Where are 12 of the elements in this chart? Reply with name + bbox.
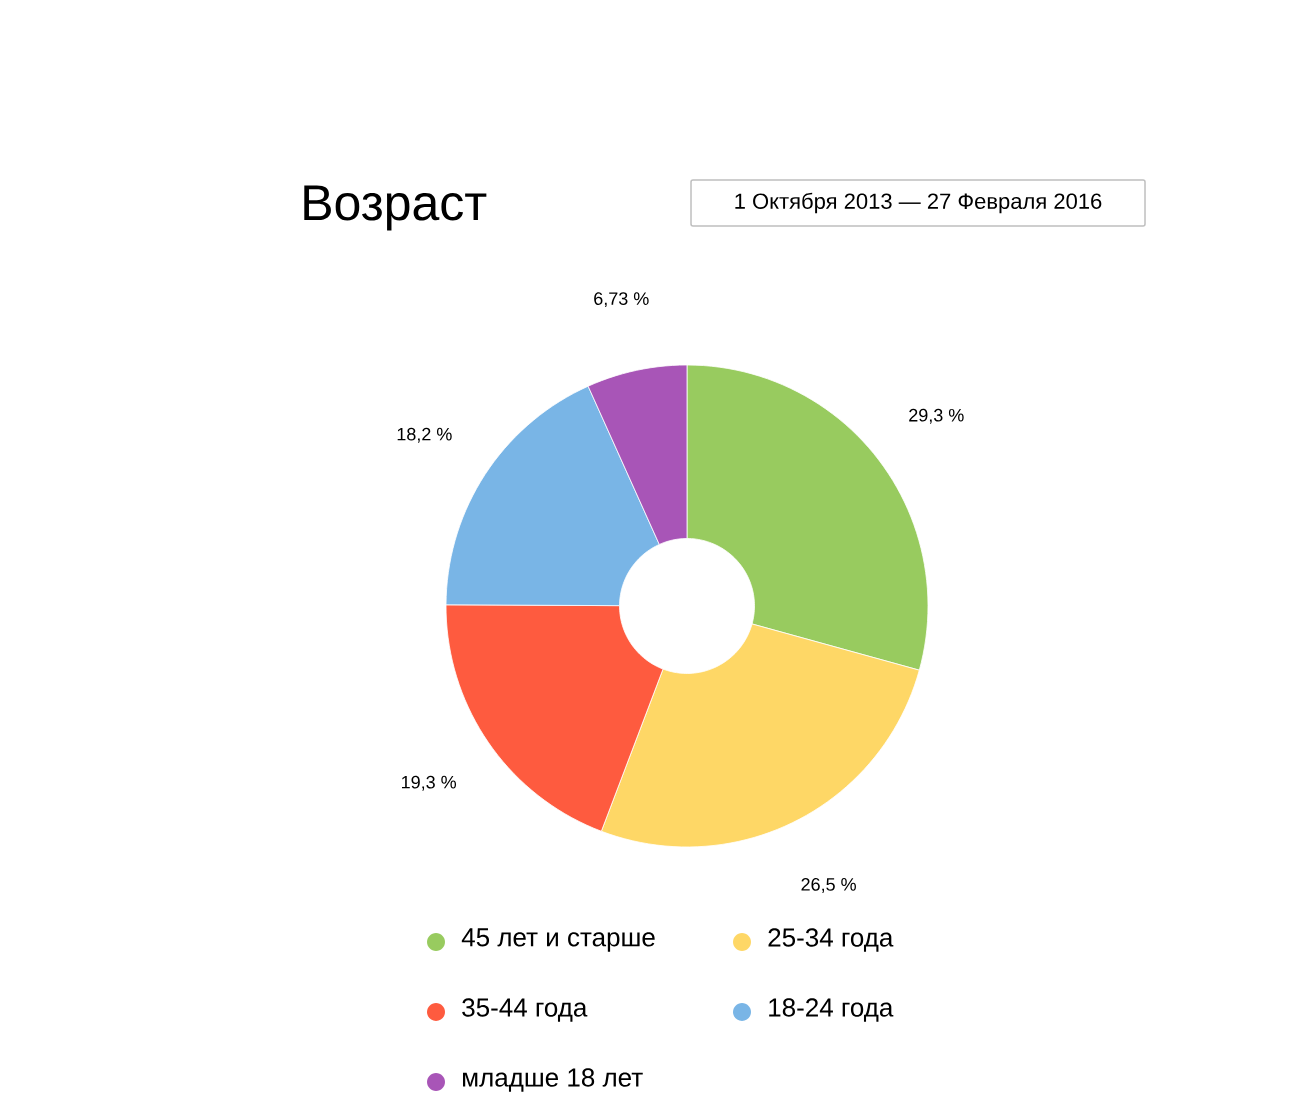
legend-label: 45 лет и старше bbox=[461, 928, 655, 952]
chart-subtitle: 1 Октября 2013 — 27 Февраля 2016 bbox=[735, 192, 1102, 214]
chart-title: Возраст bbox=[304, 185, 487, 231]
data-label: 19,3 % bbox=[402, 775, 457, 791]
legend-label: 35-44 года bbox=[462, 998, 588, 1022]
legend-label: 18-24 года bbox=[769, 998, 894, 1022]
data-label: 6,73 % bbox=[594, 292, 649, 308]
data-label: 26,5 % bbox=[801, 878, 856, 893]
legend-label: младше 18 лет bbox=[463, 1068, 643, 1092]
data-label: 18,2 % bbox=[397, 427, 452, 443]
data-label: 29,3 % bbox=[909, 408, 964, 424]
legend-label: 25-34 года bbox=[768, 928, 894, 952]
